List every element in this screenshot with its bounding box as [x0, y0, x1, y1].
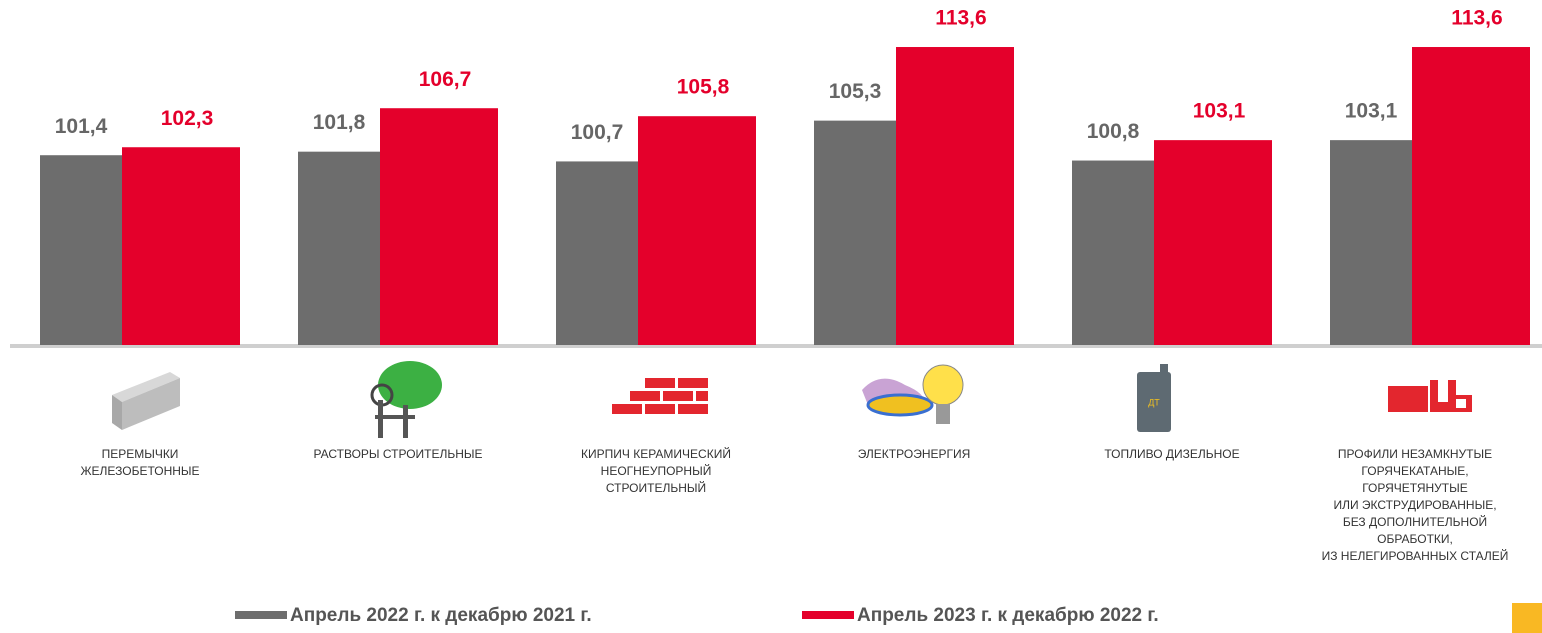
legend-swatch: [802, 611, 854, 619]
value-label: 102,3: [161, 107, 214, 130]
value-label: 105,8: [677, 76, 730, 99]
bar: [638, 116, 756, 346]
icon-bricks: [612, 378, 708, 414]
bar: [1154, 140, 1272, 345]
legend-swatch: [235, 611, 287, 619]
legend-label: Апрель 2023 г. к декабрю 2022 г.: [857, 605, 1159, 626]
category-label: ПЕРЕМЫЧКИ ЖЕЛЕЗОБЕТОННЫЕ: [80, 447, 200, 478]
bar: [1330, 140, 1412, 345]
category-label: КИРПИЧ КЕРАМИЧЕСКИЙ НЕОГНЕУПОРНЫЙ СТРОИТ…: [581, 447, 731, 495]
bar: [814, 120, 896, 346]
value-label: 100,7: [571, 121, 624, 144]
category-label: ТОПЛИВО ДИЗЕЛЬНОЕ: [1104, 447, 1240, 461]
value-label: 113,6: [1451, 7, 1502, 30]
value-label: 103,1: [1193, 100, 1246, 123]
bar: [40, 155, 122, 345]
category-label: РАСТВОРЫ СТРОИТЕЛЬНЫЕ: [313, 447, 483, 461]
corner-square: [1512, 603, 1542, 633]
bar: [1412, 47, 1530, 345]
value-label: 100,8: [1087, 120, 1140, 143]
bar: [380, 108, 498, 345]
bar: [122, 147, 240, 345]
icon-mixer: [370, 361, 442, 438]
icon-energy: [862, 364, 964, 424]
bar: [896, 47, 1014, 345]
category-label: ЭЛЕКТРОЭНЕРГИЯ: [857, 447, 971, 461]
value-label: 103,1: [1345, 100, 1398, 123]
value-label: 105,3: [829, 80, 882, 103]
icon-profile: [1388, 380, 1472, 412]
category-label: ПРОФИЛИ НЕЗАМКНУТЫЕ ГОРЯЧЕКАТАНЫЕ, ГОРЯЧ…: [1321, 447, 1509, 563]
icon-fuel: ДТ: [1137, 364, 1171, 432]
value-label: 101,4: [55, 115, 108, 138]
value-label: 106,7: [419, 68, 472, 91]
bar: [298, 151, 380, 345]
bar: [1072, 160, 1154, 345]
icon-lintel: [112, 372, 180, 430]
value-label: 113,6: [935, 7, 986, 30]
svg-text:ДТ: ДТ: [1148, 397, 1160, 407]
bar: [556, 161, 638, 345]
legend-label: Апрель 2022 г. к декабрю 2021 г.: [290, 605, 592, 626]
value-label: 101,8: [313, 111, 366, 134]
